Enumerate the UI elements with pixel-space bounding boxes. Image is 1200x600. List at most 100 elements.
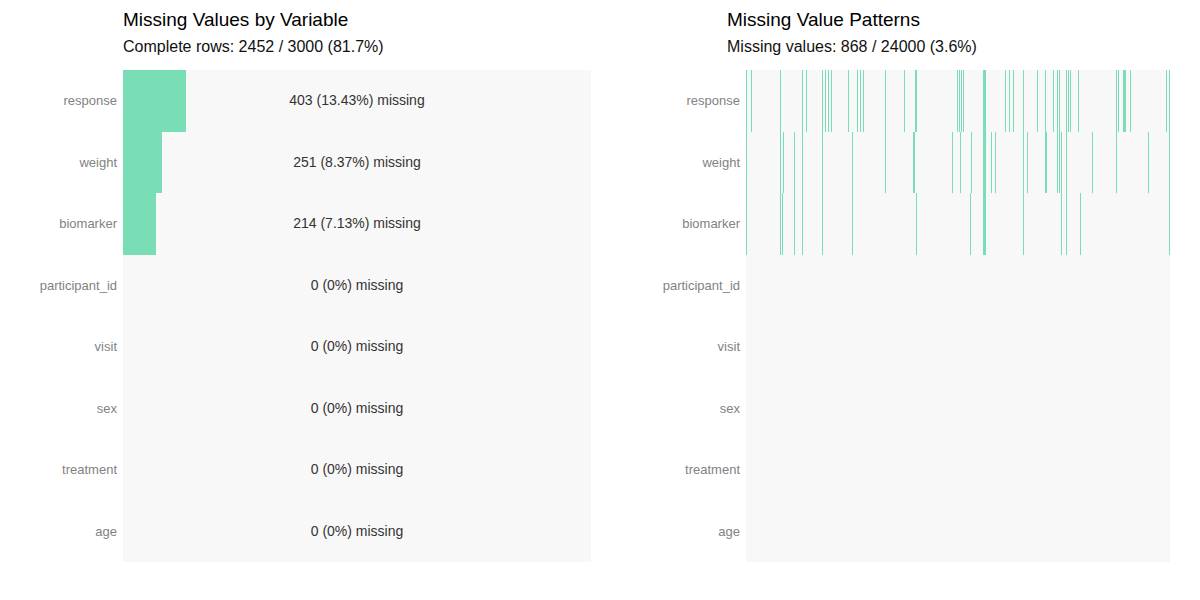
- missing-cell-tick: [863, 70, 864, 132]
- missing-cell-tick: [991, 132, 992, 194]
- missing-cell-tick: [885, 132, 886, 194]
- missing-cell-tick: [831, 70, 832, 132]
- right-y-label-visit: visit: [600, 316, 740, 378]
- left-y-label-treatment: treatment: [0, 439, 117, 501]
- missing-cell-tick: [983, 193, 985, 255]
- value-label-response: 403 (13.43%) missing: [123, 70, 591, 132]
- left-y-label-weight: weight: [0, 132, 117, 194]
- missing-cell-tick: [852, 193, 853, 255]
- missing-cell-tick: [1169, 193, 1170, 255]
- missing-cell-tick: [1066, 132, 1067, 194]
- missing-cell-tick: [957, 70, 958, 132]
- missing-cell-tick: [802, 70, 803, 132]
- missing-cell-tick: [915, 70, 917, 132]
- right-y-label-response: response: [600, 70, 740, 132]
- left-y-label-biomarker: biomarker: [0, 193, 117, 255]
- missing-cell-tick: [822, 132, 823, 194]
- missing-cell-tick: [952, 132, 953, 194]
- missing-cell-tick: [960, 132, 961, 194]
- missing-cell-tick: [1061, 132, 1062, 194]
- left-y-label-visit: visit: [0, 316, 117, 378]
- value-label-biomarker: 214 (7.13%) missing: [123, 193, 591, 255]
- missing-cell-tick: [1046, 132, 1047, 194]
- missing-cell-tick: [746, 132, 747, 194]
- missing-cell-tick: [751, 70, 752, 132]
- value-label-age: 0 (0%) missing: [123, 501, 591, 563]
- missing-cell-tick: [1023, 70, 1024, 132]
- missing-cell-tick: [985, 132, 986, 194]
- missing-cell-tick: [1148, 132, 1149, 194]
- right-y-label-sex: sex: [600, 378, 740, 440]
- missing-cell-tick: [1027, 132, 1028, 194]
- missing-cell-tick: [794, 132, 795, 194]
- missing-cell-tick: [802, 193, 803, 255]
- value-label-participant_id: 0 (0%) missing: [123, 255, 591, 317]
- missing-cell-tick: [1116, 132, 1117, 194]
- missing-cell-tick: [1037, 70, 1038, 132]
- missing-cell-tick: [848, 70, 849, 132]
- missing-cell-tick: [852, 132, 853, 194]
- missing-cell-tick: [1116, 70, 1117, 132]
- missing-cell-tick: [1057, 70, 1058, 132]
- missing-cell-tick: [983, 70, 985, 132]
- missing-cell-tick: [985, 193, 986, 255]
- right-chart-subtitle: Missing values: 868 / 24000 (3.6%): [727, 37, 977, 56]
- missing-cell-tick: [1061, 193, 1062, 255]
- value-label-weight: 251 (8.37%) missing: [123, 132, 591, 194]
- value-label-treatment: 0 (0%) missing: [123, 439, 591, 501]
- missing-cell-tick: [1057, 132, 1058, 194]
- missing-cell-tick: [780, 70, 781, 132]
- missing-cell-tick: [1070, 70, 1071, 132]
- missing-cell-tick: [1118, 70, 1119, 132]
- missing-cell-tick: [1169, 70, 1170, 132]
- missing-cell-tick: [1092, 132, 1093, 194]
- missing-cell-tick: [995, 132, 996, 194]
- missing-cell-tick: [983, 132, 985, 194]
- missing-cell-tick: [746, 70, 747, 132]
- missing-cell-tick: [961, 70, 962, 132]
- left-y-label-response: response: [0, 70, 117, 132]
- missing-cell-tick: [782, 193, 783, 255]
- missing-cell-tick: [1066, 193, 1067, 255]
- missing-cell-tick: [1068, 70, 1069, 132]
- missing-cell-tick: [828, 70, 829, 132]
- value-label-visit: 0 (0%) missing: [123, 316, 591, 378]
- missing-pattern-plot-area: [746, 70, 1170, 562]
- missing-cell-tick: [860, 70, 861, 132]
- missing-cell-tick: [806, 70, 807, 132]
- missing-cell-tick: [971, 132, 972, 194]
- right-y-label-treatment: treatment: [600, 439, 740, 501]
- missing-cell-tick: [1023, 132, 1024, 194]
- missing-cell-tick: [970, 193, 971, 255]
- right-y-label-age: age: [600, 501, 740, 563]
- missing-cell-tick: [1125, 70, 1126, 132]
- missing-cell-tick: [1078, 70, 1079, 132]
- missing-cell-tick: [802, 132, 803, 194]
- missing-cell-tick: [1023, 193, 1024, 255]
- missing-cell-tick: [916, 193, 917, 255]
- left-y-label-sex: sex: [0, 378, 117, 440]
- missing-cell-tick: [780, 193, 781, 255]
- missing-cell-tick: [746, 193, 747, 255]
- missing-cell-tick: [794, 193, 795, 255]
- missing-data-report: Missing Values by Variable Complete rows…: [0, 0, 1200, 600]
- missing-cell-tick: [1059, 70, 1060, 132]
- right-y-label-biomarker: biomarker: [600, 193, 740, 255]
- missing-cell-tick: [783, 132, 784, 194]
- missing-cell-tick: [1166, 70, 1167, 132]
- left-chart-subtitle: Complete rows: 2452 / 3000 (81.7%): [123, 37, 384, 56]
- missing-cell-tick: [857, 70, 858, 132]
- missing-cell-tick: [1123, 70, 1125, 132]
- missing-cell-tick: [822, 193, 823, 255]
- missing-cell-tick: [959, 70, 960, 132]
- missing-cell-tick: [1045, 70, 1046, 132]
- missing-cell-tick: [1080, 193, 1081, 255]
- left-y-label-age: age: [0, 501, 117, 563]
- missing-cell-tick: [963, 70, 964, 132]
- missing-cell-tick: [1013, 70, 1014, 132]
- missing-cell-tick: [822, 70, 823, 132]
- missing-cell-tick: [885, 70, 886, 132]
- right-chart-title: Missing Value Patterns: [727, 9, 920, 31]
- missing-cell-tick: [904, 70, 905, 132]
- left-y-label-participant_id: participant_id: [0, 255, 117, 317]
